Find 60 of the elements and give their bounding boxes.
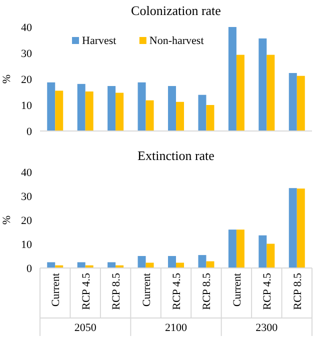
bar: [296, 76, 305, 131]
bar: [266, 54, 275, 131]
bar: [288, 188, 297, 268]
bar: [236, 54, 244, 131]
bar: [236, 230, 244, 268]
text: 2300: [256, 322, 278, 334]
y-tick-label: 30: [21, 191, 32, 203]
y-tick-label: 30: [21, 48, 32, 60]
bar: [77, 84, 86, 131]
bar: [146, 262, 154, 268]
bar: [77, 262, 86, 268]
x-tick-label: RCP 4.5: [171, 272, 183, 310]
y-tick-label: 10: [21, 239, 32, 251]
y-tick-label: 0: [26, 126, 32, 138]
bar: [108, 86, 116, 131]
bar: [138, 256, 146, 268]
chart-title: Colonization rate: [131, 3, 222, 18]
bar: [228, 230, 236, 268]
y-tick-label: 40: [21, 167, 32, 179]
x-tick-label: RCP 8.5: [201, 272, 214, 310]
text: 2100: [165, 322, 188, 334]
x-tick-label: Current: [231, 273, 244, 307]
bar: [258, 38, 267, 131]
bar: [296, 188, 305, 268]
bar: [116, 92, 124, 131]
bar: [55, 90, 64, 131]
x-tick-label: RCP 8.5: [110, 272, 123, 310]
bar: [176, 262, 184, 268]
bar: [266, 244, 275, 268]
x-tick-label: Current: [140, 273, 153, 307]
bar: [206, 105, 214, 131]
bar: [228, 27, 236, 131]
legend-label: Harvest: [82, 35, 116, 47]
x-tick-label: RCP 4.5: [80, 272, 92, 310]
text: 2050: [74, 322, 97, 334]
legend-label: Non-harvest: [149, 35, 204, 47]
bar: [176, 102, 184, 131]
bar: [108, 262, 116, 268]
bar: [168, 256, 176, 268]
bar: [47, 262, 56, 268]
bar: [258, 235, 267, 268]
bar: [138, 82, 146, 131]
x-tick-label: RCP 4.5: [262, 272, 274, 310]
y-tick-label: 40: [21, 22, 32, 34]
y-tick-label: 20: [21, 74, 32, 86]
y-tick-label: 20: [21, 215, 32, 227]
bar: [198, 94, 206, 131]
bar: [47, 82, 56, 131]
chart-title: Extinction rate: [138, 148, 215, 163]
y-axis-title: %: [1, 74, 13, 84]
y-tick-label: 0: [26, 263, 32, 275]
bar: [85, 91, 94, 131]
bar: [288, 73, 297, 131]
bar: [168, 86, 176, 131]
x-tick-label: Current: [50, 273, 62, 307]
y-tick-label: 10: [21, 100, 32, 112]
bar: [146, 100, 154, 131]
x-tick-label: RCP 8.5: [292, 272, 304, 310]
y-axis-title: %: [1, 215, 13, 225]
bar: [198, 255, 206, 268]
